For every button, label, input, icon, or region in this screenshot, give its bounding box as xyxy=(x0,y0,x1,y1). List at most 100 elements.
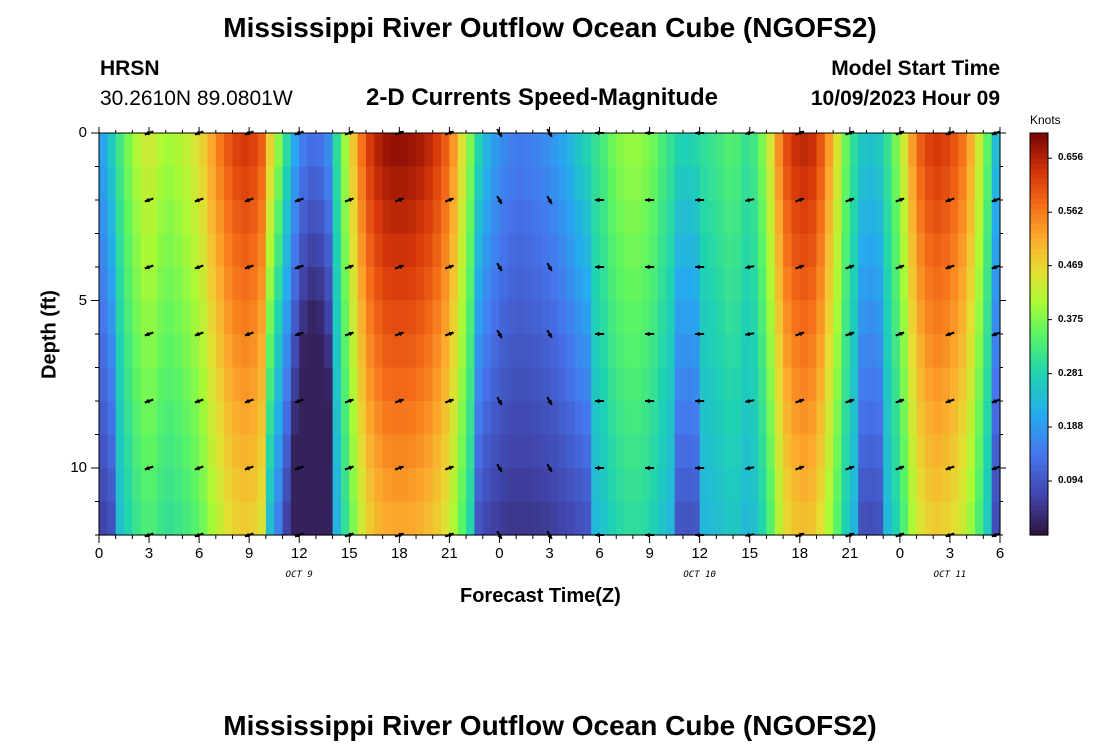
heatmap-cell xyxy=(699,300,709,335)
current-arrow xyxy=(394,197,404,203)
heatmap-cell xyxy=(499,501,509,536)
heatmap-cell xyxy=(115,468,125,503)
heatmap-cell xyxy=(599,468,609,503)
heatmap-cell xyxy=(474,166,484,201)
heatmap-cell xyxy=(407,434,417,469)
heatmap-cell xyxy=(966,334,976,369)
heatmap-cell xyxy=(649,300,659,335)
heatmap-cell xyxy=(174,200,184,235)
heatmap-cell xyxy=(966,233,976,268)
heatmap-cell xyxy=(390,300,400,335)
heatmap-cell xyxy=(799,200,809,235)
heatmap-cell xyxy=(766,267,776,302)
heatmap-cell xyxy=(716,501,726,536)
heatmap-cell xyxy=(382,434,392,469)
heatmap-cell xyxy=(265,267,275,302)
heatmap-cell xyxy=(224,401,234,436)
heatmap-cell xyxy=(299,133,309,168)
heatmap-cell xyxy=(974,334,984,369)
heatmap-cell xyxy=(733,200,742,235)
heatmap-cell xyxy=(958,133,968,168)
current-arrow xyxy=(394,398,404,404)
heatmap-cell xyxy=(616,233,626,268)
x-tick-label: 3 xyxy=(545,545,554,562)
heatmap-cell xyxy=(566,434,576,469)
heatmap-cell xyxy=(657,267,667,302)
colorbar-segment xyxy=(1030,228,1048,235)
colorbar-segment xyxy=(1030,424,1048,431)
heatmap-cell xyxy=(883,367,893,402)
heatmap-cell xyxy=(424,300,434,335)
heatmap-cell xyxy=(399,133,409,168)
heatmap-cell xyxy=(966,166,976,201)
heatmap-cell xyxy=(390,468,400,503)
colorbar-segment xyxy=(1030,449,1048,456)
heatmap-cell xyxy=(516,401,526,436)
heatmap-cell xyxy=(733,501,742,536)
heatmap-cell xyxy=(507,267,517,302)
heatmap-cell xyxy=(140,200,150,235)
heatmap-cell xyxy=(165,501,175,536)
heatmap-cell xyxy=(699,233,709,268)
heatmap-cell xyxy=(974,367,984,402)
colorbar-unit: Knots xyxy=(1030,113,1061,127)
heatmap-cell xyxy=(332,300,342,335)
heatmap-cell xyxy=(407,200,417,235)
heatmap-cell xyxy=(307,300,317,335)
colorbar-segment xyxy=(1030,334,1048,340)
heatmap-cell xyxy=(632,300,642,335)
heatmap-cell xyxy=(758,334,767,369)
heatmap-cell xyxy=(774,233,784,268)
heatmap-cell xyxy=(849,133,859,168)
heatmap-cell xyxy=(340,300,350,335)
heatmap-cell xyxy=(307,501,317,536)
heatmap-cell xyxy=(908,133,918,168)
heatmap-cell xyxy=(299,468,309,503)
colorbar-segment xyxy=(1030,394,1048,400)
heatmap-cell xyxy=(491,133,501,168)
heatmap-cell xyxy=(691,468,701,503)
heatmap-cell xyxy=(816,468,826,503)
heatmap-cell xyxy=(482,267,492,302)
heatmap-cell xyxy=(808,501,818,536)
heatmap-cell xyxy=(357,334,367,369)
heatmap-cell xyxy=(432,300,442,335)
heatmap-cell xyxy=(282,367,292,402)
heatmap-cell xyxy=(682,300,692,335)
heatmap-cell xyxy=(799,401,809,436)
heatmap-cell xyxy=(966,434,976,469)
heatmap-cell xyxy=(274,233,284,268)
heatmap-cell xyxy=(282,133,292,168)
heatmap-cell xyxy=(349,468,359,503)
heatmap-cell xyxy=(874,200,884,235)
heatmap-cell xyxy=(224,367,234,402)
heatmap-cell xyxy=(466,300,476,335)
current-arrow xyxy=(695,264,705,270)
heatmap-cell xyxy=(474,334,484,369)
heatmap-cell xyxy=(299,267,309,302)
heatmap-cell xyxy=(282,434,292,469)
heatmap-cell xyxy=(265,367,275,402)
heatmap-cell xyxy=(766,334,776,369)
heatmap-cell xyxy=(399,267,409,302)
heatmap-cell xyxy=(874,166,884,201)
heatmap-cell xyxy=(833,468,843,503)
heatmap-cell xyxy=(891,434,901,469)
heatmap-cell xyxy=(249,267,259,302)
heatmap-cell xyxy=(841,468,851,503)
heatmap-cell xyxy=(991,468,1001,503)
heatmap-cell xyxy=(507,501,517,536)
heatmap-cell xyxy=(190,133,200,168)
heatmap-cell xyxy=(432,133,442,168)
heatmap-cell xyxy=(449,468,459,503)
current-arrow xyxy=(991,465,1001,471)
heatmap-cell xyxy=(858,334,868,369)
heatmap-cell xyxy=(407,468,417,503)
heatmap-cell xyxy=(416,501,425,536)
heatmap-cell xyxy=(941,133,951,168)
heatmap-cell xyxy=(491,267,501,302)
heatmap-cell xyxy=(432,367,442,402)
heatmap-cell xyxy=(624,501,634,536)
heatmap-cell xyxy=(574,501,584,536)
heatmap-cell xyxy=(891,200,901,235)
